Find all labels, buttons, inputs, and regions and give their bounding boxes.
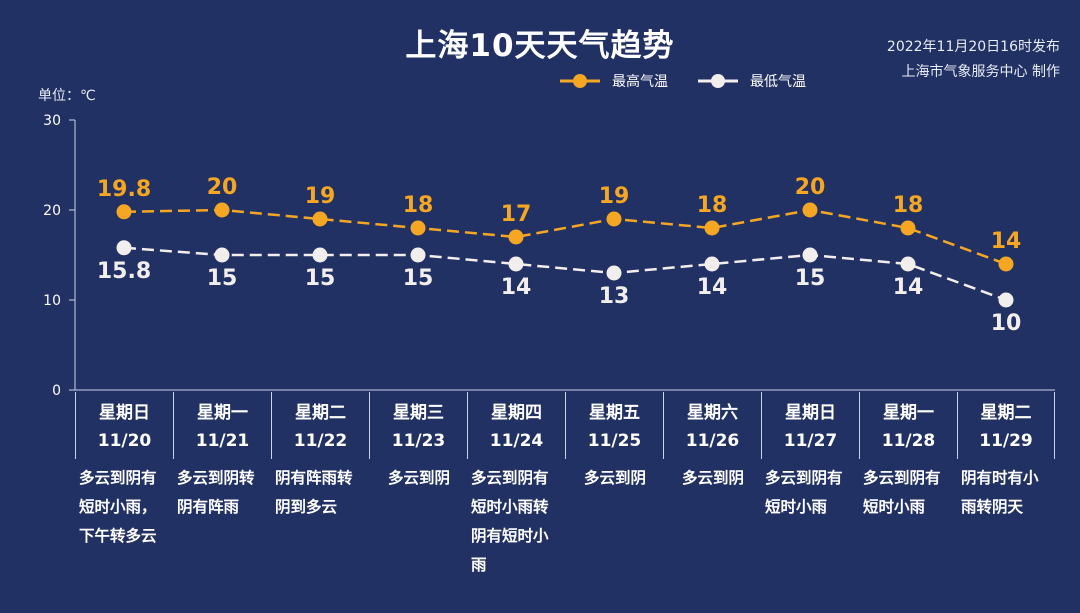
data-label-high: 18 [403,193,434,218]
day-column-header: 星期一 11/28 [859,392,957,459]
weekday-label: 星期日 [99,403,150,423]
data-point-high [116,204,132,220]
data-label-low: 15 [207,266,238,291]
y-tick-label: 20 [43,203,61,219]
y-tick-label: 0 [52,383,61,399]
data-label-low: 15 [305,266,336,291]
data-label-low: 14 [893,275,924,300]
data-point-low [312,247,328,263]
legend-item-high: 最高气温 [558,71,668,91]
day-column-header: 星期一 11/21 [173,392,271,459]
weekday-label: 星期一 [197,403,248,423]
data-label-high: 18 [697,193,728,218]
data-label-high: 19 [599,184,630,209]
data-point-high [802,202,818,218]
date-label: 11/22 [293,431,348,451]
weather-description: 多云到阴有短时小雨 [765,469,843,516]
date-label: 11/21 [195,431,250,451]
date-label: 11/29 [979,431,1033,451]
data-label-low: 15.8 [97,259,151,284]
data-label-high: 14 [991,229,1022,254]
data-label-high: 18 [893,193,924,218]
legend-marker-low [698,74,738,88]
data-point-high [998,256,1014,272]
data-point-low [508,256,524,272]
data-point-high [704,220,720,236]
day-column-header: 星期日 11/20 [75,392,173,459]
data-point-low [606,265,622,281]
data-label-low: 13 [599,284,630,309]
data-point-low [116,240,132,256]
day-column-header: 星期五 11/25 [565,392,663,459]
weather-description: 多云到阴 [583,469,646,487]
date-label: 11/23 [391,431,446,451]
legend-marker-high [560,74,600,88]
data-label-low: 10 [991,311,1022,336]
day-column-header: 星期六 11/26 [663,392,761,459]
data-label-high: 19 [305,184,336,209]
data-point-high [214,202,230,218]
data-label-high: 17 [501,202,532,227]
data-point-low [704,256,720,272]
date-label: 11/20 [97,431,152,451]
data-point-high [410,220,426,236]
day-column-header: 星期四 11/24 [467,392,565,459]
weather-description: 多云到阴有短时小雨转阴有短时小雨 [471,469,549,574]
day-column-header: 星期三 11/23 [369,392,467,459]
legend-item-low: 最低气温 [696,71,806,91]
data-label-low: 15 [795,266,826,291]
data-point-high [606,211,622,227]
date-label: 11/24 [489,431,544,451]
data-label-high: 19.8 [97,177,151,202]
y-tick-label: 30 [43,113,61,129]
weather-description: 多云到阴转阴有阵雨 [177,469,255,516]
weather-description: 多云到阴有短时小雨 [863,469,941,516]
weather-description: 多云到阴 [681,469,744,487]
data-label-high: 20 [795,175,826,200]
y-axis-unit-label: 单位：℃ [38,88,96,104]
weekday-label: 星期二 [980,403,1032,423]
date-label: 11/28 [881,431,936,451]
weekday-label: 星期五 [589,403,640,423]
weather-description: 阴有阵雨转阴到多云 [275,469,353,516]
series-line-low [123,246,1007,302]
weekday-label: 星期一 [883,403,934,423]
data-point-low [802,247,818,263]
data-point-low [900,256,916,272]
day-column-header: 星期二 11/29 [957,392,1055,459]
weekday-label: 星期三 [393,403,444,423]
date-label: 11/25 [587,431,642,451]
weekday-label: 星期四 [491,403,542,423]
weekday-label: 星期二 [295,403,346,423]
page-title: 上海10天天气趋势 [405,28,675,64]
series-line-high [123,208,1007,266]
publisher: 上海市气象服务中心 制作 [901,64,1060,80]
weather-description: 多云到阴 [387,469,450,487]
day-column-header: 星期日 11/27 [761,392,859,459]
data-point-high [508,229,524,245]
data-label-low: 15 [403,266,434,291]
legend-label-high: 最高气温 [612,74,668,90]
chart-legend: 最高气温 最低气温 [558,70,834,92]
date-label: 11/27 [783,431,838,451]
data-point-low [998,292,1014,308]
weather-description: 多云到阴有短时小雨，下午转多云 [79,469,157,545]
day-column-header: 星期二 11/22 [271,392,369,459]
weather-description: 阴有时有小雨转阴天 [961,469,1039,516]
data-point-high [312,211,328,227]
data-label-low: 14 [501,275,532,300]
data-label-low: 14 [697,275,728,300]
data-point-high [900,220,916,236]
legend-label-low: 最低气温 [750,74,806,90]
date-label: 11/26 [685,431,740,451]
data-point-low [214,247,230,263]
data-point-low [410,247,426,263]
publish-time: 2022年11月20日16时发布 [886,39,1060,55]
data-label-high: 20 [207,175,238,200]
weekday-label: 星期日 [785,403,836,423]
weekday-label: 星期六 [687,403,738,423]
y-tick-label: 10 [43,293,61,309]
